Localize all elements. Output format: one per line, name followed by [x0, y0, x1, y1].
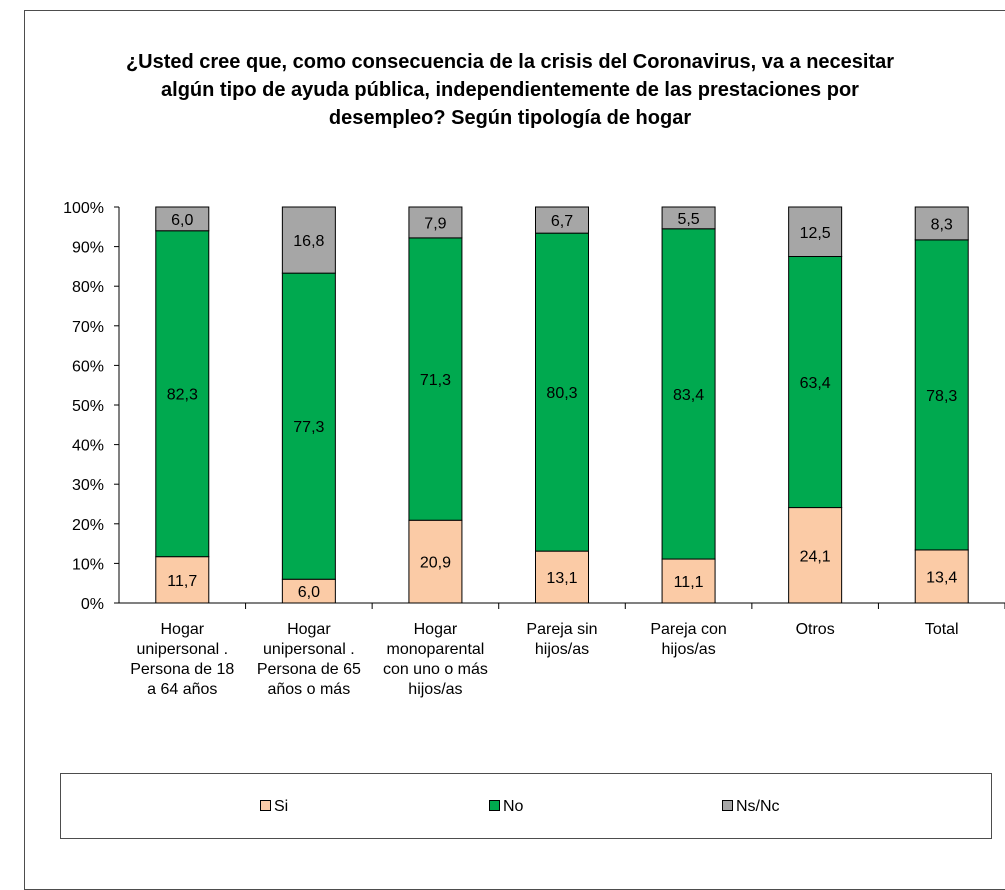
bar-segment	[914, 206, 969, 241]
category-label: Hogar unipersonal . Persona de 18 a 64 años	[130, 621, 234, 698]
y-tick-label: 0%	[81, 596, 104, 613]
legend-item-si: Si	[260, 798, 288, 816]
data-label: 63,4	[800, 375, 831, 392]
legend-label-si: Si	[274, 798, 289, 815]
y-tick-label: 70%	[72, 319, 104, 336]
data-label: 11,1	[674, 574, 704, 591]
legend-swatch-si	[260, 800, 271, 812]
y-tick-label: 40%	[72, 438, 104, 455]
data-label: 6,7	[551, 213, 573, 230]
legend-label-no: No	[503, 798, 524, 815]
category-label: Hogar monoparental con uno o más hijos/as	[383, 621, 488, 698]
chart-title: ¿Usted cree que, como consecuencia de la…	[125, 51, 895, 129]
bar-segment	[788, 206, 843, 257]
bar-segment	[535, 206, 589, 234]
y-tick-label: 20%	[72, 517, 104, 534]
chart-legend: Si No Ns/Nc	[60, 773, 992, 839]
y-tick-label: 100%	[63, 200, 104, 217]
bar-segment	[155, 206, 210, 232]
data-label: 11,7	[167, 573, 197, 590]
data-label: 24,1	[800, 548, 831, 565]
bar-segment	[281, 272, 336, 580]
legend-label-nsnc: Ns/Nc	[736, 798, 780, 815]
category-label: Hogar unipersonal . Persona de 65 años o má…	[257, 621, 361, 698]
bar-segment	[535, 232, 589, 552]
data-label: 82,3	[167, 387, 198, 404]
category-label: Otros	[796, 621, 835, 638]
bar-segment	[661, 558, 716, 604]
y-tick-label: 30%	[72, 477, 104, 494]
bar-segment	[661, 228, 716, 560]
category-label: Pareja con hijos/as	[650, 621, 727, 658]
y-tick-label: 60%	[72, 358, 104, 375]
data-label: 80,3	[546, 385, 577, 402]
data-label: 16,8	[293, 233, 324, 250]
legend-item-no: No	[489, 798, 523, 816]
bar-segment	[155, 230, 210, 558]
y-tick-label: 50%	[72, 398, 104, 415]
data-label: 77,3	[293, 419, 324, 436]
data-label: 12,5	[800, 225, 831, 242]
bar-segment	[281, 206, 336, 274]
data-label: 13,1	[546, 570, 577, 587]
bar-segment	[661, 206, 716, 230]
y-tick-label: 90%	[72, 240, 104, 257]
data-label: 6,0	[298, 584, 320, 601]
data-label: 78,3	[926, 388, 957, 405]
bar-segment	[408, 519, 463, 604]
data-label: 83,4	[673, 387, 704, 404]
legend-swatch-nsnc	[722, 800, 733, 812]
chart-plot: 0% 10% 20% 30% 40% 50% 60% 70% 80% 90% 100% 11,7 82,…	[63, 200, 1005, 698]
data-label: 13,4	[926, 569, 957, 586]
bar-segment	[914, 239, 969, 551]
data-label: 20,9	[420, 555, 451, 572]
bar-segment	[535, 550, 589, 604]
data-label: 71,3	[420, 372, 451, 389]
data-label: 6,0	[171, 212, 193, 229]
legend-swatch-no	[489, 800, 500, 812]
bar-segment	[408, 206, 463, 239]
bar-segment	[788, 256, 843, 509]
legend-item-nsnc: Ns/Nc	[722, 798, 780, 816]
bar-segment	[408, 237, 463, 521]
y-tick-label: 10%	[72, 556, 104, 573]
y-tick-label: 80%	[72, 279, 104, 296]
category-label: Pareja sin hijos/as	[526, 621, 597, 658]
data-label: 8,3	[931, 216, 953, 233]
data-label: 7,9	[424, 215, 446, 232]
category-label: Total	[925, 621, 959, 638]
bar-segment	[788, 507, 843, 604]
data-label: 5,5	[677, 211, 699, 228]
